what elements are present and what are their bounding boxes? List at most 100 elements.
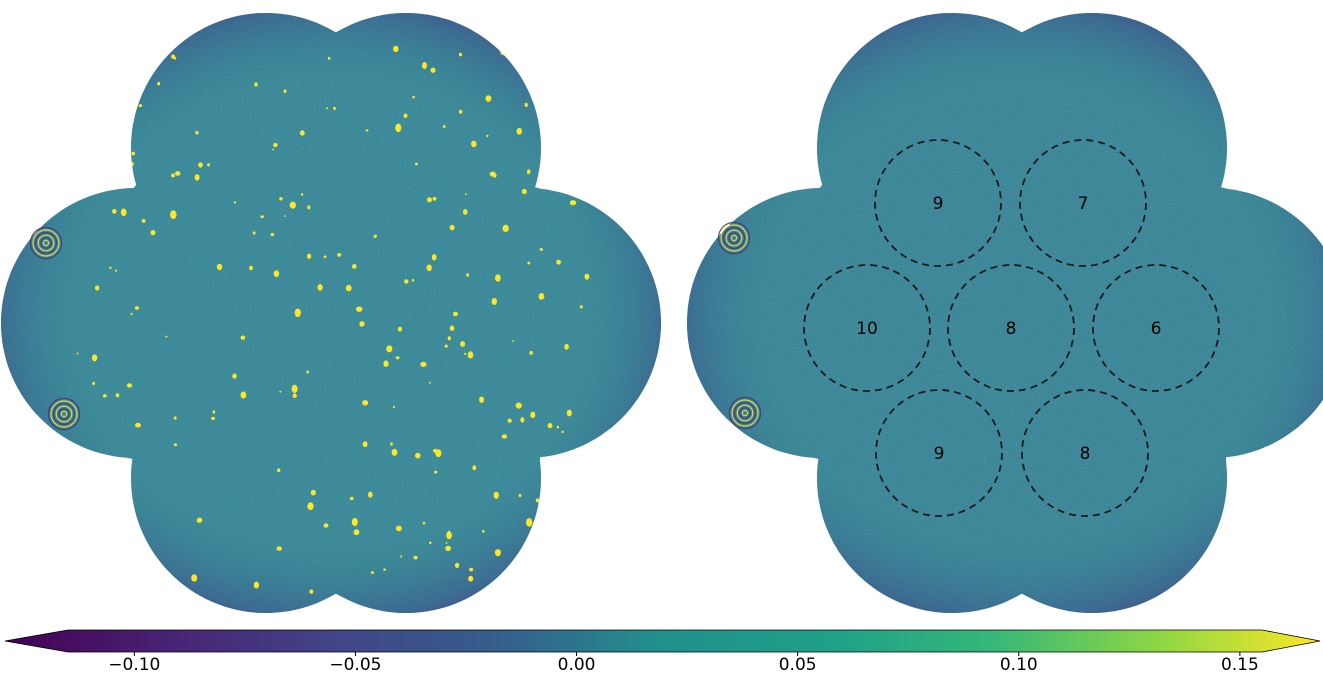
point-source bbox=[292, 393, 297, 399]
ring-artifact bbox=[40, 237, 52, 249]
point-source bbox=[584, 273, 590, 280]
point-source bbox=[196, 517, 203, 523]
ring-artifact bbox=[741, 409, 749, 417]
point-source bbox=[526, 518, 533, 527]
point-source bbox=[431, 254, 437, 261]
right-ring-artifacts bbox=[717, 221, 762, 430]
point-source bbox=[501, 434, 508, 439]
point-source bbox=[495, 274, 501, 282]
point-source bbox=[157, 81, 161, 86]
point-source bbox=[524, 102, 528, 108]
point-source bbox=[463, 209, 468, 215]
point-source bbox=[95, 285, 100, 291]
point-source bbox=[317, 284, 323, 291]
point-source bbox=[68, 554, 72, 557]
point-source bbox=[110, 99, 113, 102]
point-source bbox=[141, 219, 146, 223]
point-source bbox=[373, 234, 377, 238]
point-source bbox=[520, 417, 525, 423]
point-source bbox=[68, 112, 73, 116]
region-circle-label: 6 bbox=[1151, 319, 1162, 339]
point-source bbox=[543, 485, 549, 491]
point-source bbox=[310, 489, 316, 496]
point-source bbox=[420, 361, 427, 367]
point-source bbox=[566, 409, 572, 417]
point-source bbox=[464, 352, 467, 355]
point-source bbox=[479, 396, 485, 403]
point-source bbox=[352, 264, 357, 269]
point-source bbox=[94, 467, 100, 474]
point-source bbox=[368, 491, 373, 498]
point-source bbox=[126, 383, 133, 388]
point-source bbox=[284, 215, 286, 217]
point-source bbox=[526, 169, 531, 175]
point-source bbox=[232, 373, 237, 379]
point-source bbox=[326, 107, 329, 110]
point-source bbox=[359, 321, 365, 327]
point-source bbox=[273, 142, 278, 148]
point-source bbox=[115, 393, 120, 398]
point-source bbox=[383, 568, 386, 571]
point-source bbox=[337, 253, 342, 257]
region-circle-label: 9 bbox=[934, 444, 945, 464]
region-circle bbox=[1092, 264, 1220, 392]
point-source bbox=[323, 255, 327, 259]
point-source bbox=[548, 490, 551, 494]
point-source bbox=[365, 129, 369, 132]
point-source bbox=[412, 96, 415, 99]
colorbar-tick-label: −0.10 bbox=[108, 655, 160, 673]
ring-artifact bbox=[37, 234, 55, 252]
point-source bbox=[507, 418, 512, 423]
point-source bbox=[502, 224, 509, 232]
point-source bbox=[486, 134, 489, 138]
point-source bbox=[97, 63, 100, 67]
point-source bbox=[135, 422, 141, 428]
point-source bbox=[472, 465, 477, 471]
point-source bbox=[279, 390, 282, 393]
ring-artifact bbox=[722, 227, 745, 250]
point-source bbox=[279, 197, 283, 201]
point-source bbox=[432, 196, 437, 201]
point-source bbox=[500, 47, 507, 56]
point-source bbox=[120, 509, 124, 512]
point-source bbox=[131, 151, 136, 156]
point-source bbox=[527, 534, 533, 543]
right-edge-noise bbox=[687, 13, 1323, 613]
point-source bbox=[515, 402, 522, 409]
point-source bbox=[458, 109, 463, 114]
point-source bbox=[413, 555, 418, 560]
point-source bbox=[445, 542, 448, 544]
region-circle bbox=[1021, 389, 1149, 517]
ring-artifact bbox=[47, 397, 81, 431]
point-source bbox=[494, 549, 501, 557]
point-source bbox=[541, 68, 545, 73]
ring-artifact bbox=[736, 404, 754, 422]
point-source bbox=[83, 509, 86, 512]
colorbar-tick-label: −0.05 bbox=[329, 655, 381, 673]
point-source bbox=[112, 209, 117, 214]
point-source bbox=[415, 162, 418, 166]
point-source bbox=[569, 200, 577, 206]
point-source bbox=[148, 67, 153, 72]
ring-artifact bbox=[717, 221, 751, 255]
point-source bbox=[207, 163, 210, 167]
ring-artifact bbox=[739, 407, 751, 419]
point-source bbox=[454, 562, 460, 569]
ring-artifact bbox=[720, 224, 748, 252]
point-source bbox=[542, 546, 546, 551]
point-source bbox=[393, 45, 399, 53]
point-source bbox=[294, 308, 301, 318]
point-source bbox=[112, 97, 118, 104]
point-source bbox=[434, 470, 438, 474]
point-source bbox=[216, 263, 223, 271]
point-source bbox=[466, 273, 470, 277]
ring-artifact bbox=[55, 405, 73, 423]
point-source bbox=[165, 579, 170, 586]
point-source bbox=[173, 56, 177, 60]
point-source bbox=[547, 422, 553, 429]
point-source bbox=[165, 335, 168, 338]
point-source bbox=[468, 575, 474, 582]
point-source bbox=[471, 140, 477, 148]
point-source bbox=[115, 269, 118, 272]
